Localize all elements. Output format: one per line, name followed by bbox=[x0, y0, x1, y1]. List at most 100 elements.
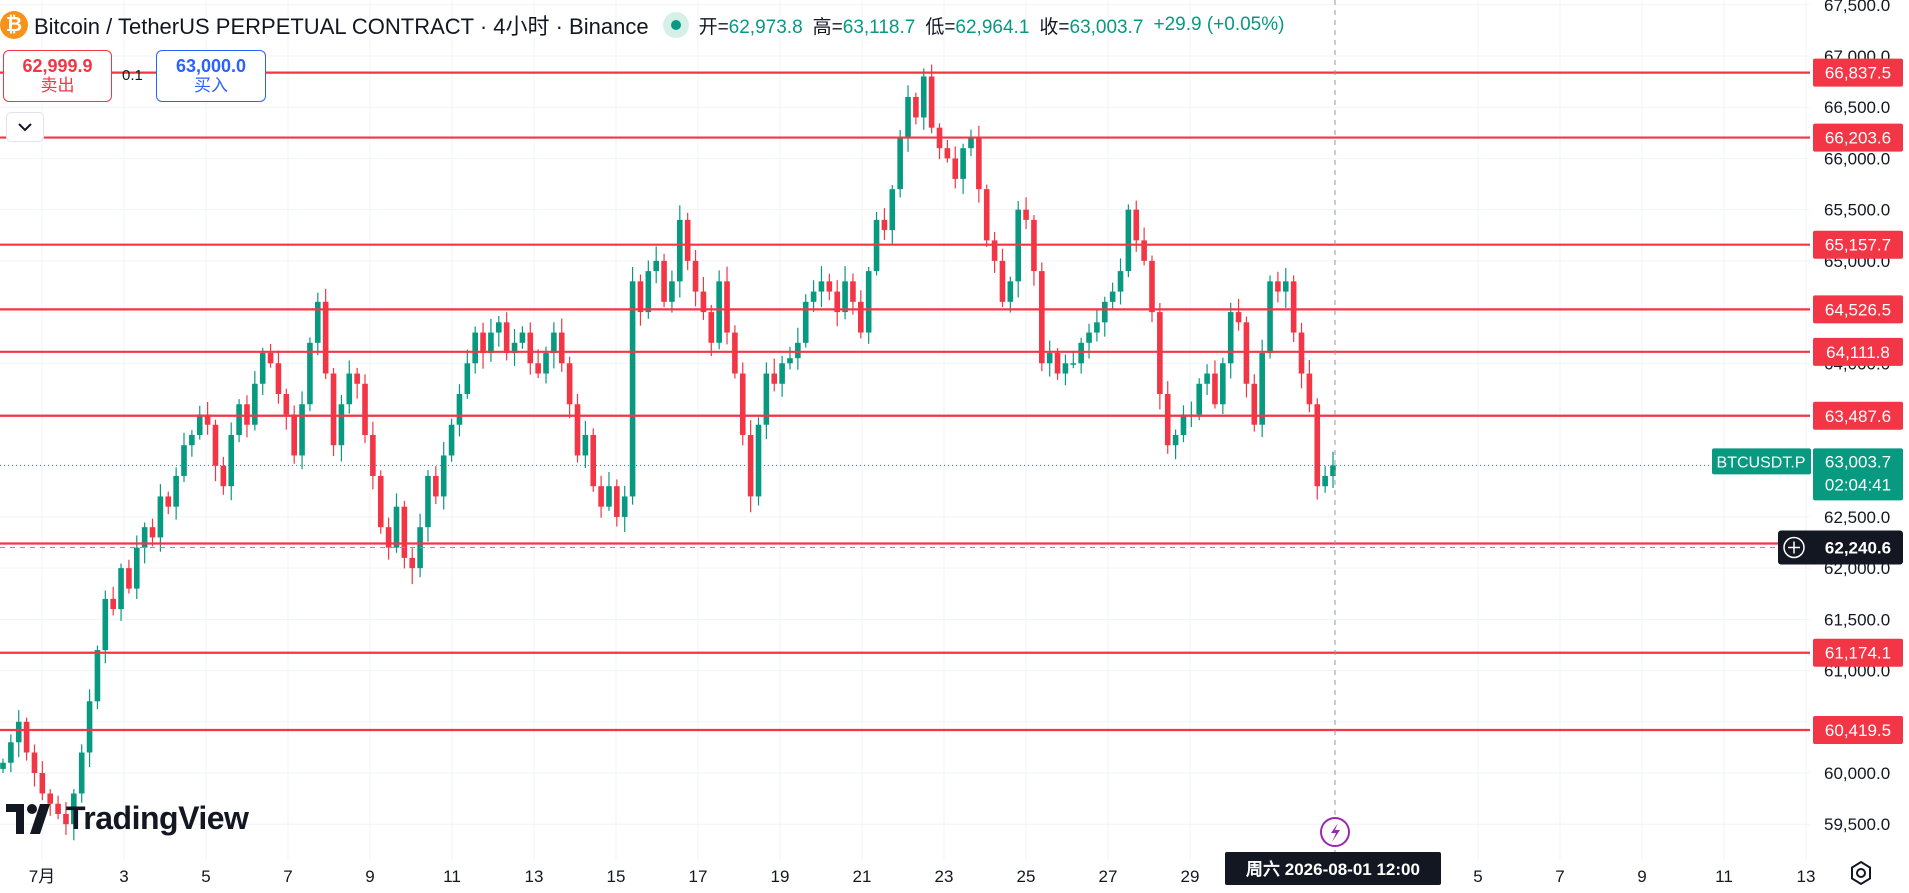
line-price-label: 66,837.5 bbox=[1825, 64, 1891, 83]
candle-body bbox=[1275, 281, 1281, 292]
candle-body bbox=[527, 332, 534, 364]
candle-body bbox=[71, 793, 77, 825]
candle-body bbox=[1322, 475, 1328, 487]
line-price-label-bg bbox=[1813, 295, 1903, 324]
candle-body bbox=[771, 373, 778, 384]
tradingview-logo[interactable]: TradingView bbox=[6, 800, 249, 837]
price-axis-tick: 66,500.0 bbox=[1824, 98, 1890, 117]
candle-body bbox=[968, 137, 974, 149]
candle-body bbox=[377, 475, 384, 528]
buy-label: 买入 bbox=[194, 76, 228, 95]
buy-price: 63,000.0 bbox=[175, 56, 247, 76]
price-axis-tick: 67,500.0 bbox=[1824, 0, 1890, 15]
candle-body bbox=[157, 496, 164, 538]
line-price-label-bg bbox=[1813, 337, 1903, 366]
candle-body bbox=[275, 363, 282, 395]
candle-body bbox=[228, 434, 235, 487]
symbol-legend[interactable]: ₿ Bitcoin / TetherUS PERPETUAL CONTRACT … bbox=[0, 10, 1284, 40]
time-axis-tick: 19 bbox=[771, 867, 790, 886]
line-price-label-bg bbox=[1813, 123, 1903, 152]
candle-body bbox=[480, 332, 486, 354]
candle-body bbox=[503, 322, 510, 354]
plus-icon bbox=[1788, 541, 1800, 554]
candle-body bbox=[1117, 271, 1124, 292]
candle-body bbox=[1133, 209, 1140, 241]
time-axis-tick: 7 bbox=[1555, 867, 1564, 886]
candle-body bbox=[401, 506, 408, 558]
candle-body bbox=[118, 568, 124, 610]
countdown-label: 02:04:41 bbox=[1825, 475, 1891, 494]
candle-body bbox=[920, 76, 927, 118]
line-price-label: 61,174.1 bbox=[1825, 644, 1891, 663]
candle-body bbox=[590, 434, 597, 487]
candle-body bbox=[488, 332, 494, 354]
candle-body bbox=[448, 424, 455, 456]
market-status-icon[interactable] bbox=[662, 12, 689, 38]
line-price-label-bg bbox=[1813, 58, 1903, 87]
candle-body bbox=[1086, 332, 1092, 343]
time-axis-tick: 7月 bbox=[29, 867, 55, 886]
candle-body bbox=[850, 281, 856, 302]
candle-body bbox=[551, 332, 557, 354]
candle-body bbox=[818, 281, 825, 292]
candle-body bbox=[0, 762, 6, 769]
settings-icon[interactable] bbox=[1846, 858, 1876, 888]
candle-body bbox=[637, 281, 644, 313]
candle-body bbox=[102, 598, 109, 651]
ohlc-close: 收=63,003.7 bbox=[1039, 16, 1144, 38]
candle-body bbox=[582, 434, 589, 456]
time-axis-tick: 11 bbox=[443, 867, 461, 886]
time-axis-tick: 5 bbox=[1473, 867, 1482, 886]
candle-body bbox=[999, 260, 1006, 302]
candle-body bbox=[598, 486, 604, 507]
time-axis-tick: 29 bbox=[1181, 867, 1200, 886]
candle-body bbox=[558, 332, 565, 364]
time-axis-tick: 13 bbox=[1797, 867, 1816, 886]
candle-body bbox=[141, 527, 148, 548]
candle-body bbox=[133, 547, 140, 589]
sell-button[interactable]: 62,999.9 卖出 bbox=[3, 50, 112, 102]
time-axis-tick: 7 bbox=[283, 867, 292, 886]
time-axis-background bbox=[0, 862, 1909, 893]
candle-body bbox=[495, 322, 502, 333]
price-axis-tick: 66,000.0 bbox=[1824, 149, 1890, 168]
buy-button[interactable]: 63,000.0 买入 bbox=[156, 50, 266, 102]
candle-body bbox=[259, 353, 266, 384]
time-axis-tick: 13 bbox=[525, 867, 544, 886]
tradingview-logo-icon bbox=[6, 803, 50, 834]
line-price-label: 64,111.8 bbox=[1826, 343, 1890, 362]
time-axis-tick: 15 bbox=[607, 867, 626, 886]
candle-body bbox=[1235, 312, 1242, 323]
symbol-title[interactable]: Bitcoin / TetherUS PERPETUAL CONTRACT · … bbox=[34, 14, 649, 39]
candle-body bbox=[881, 219, 888, 231]
candle-body bbox=[86, 701, 93, 753]
crosshair-price-label: 62,240.6 bbox=[1825, 538, 1891, 557]
candle-body bbox=[393, 506, 400, 548]
candle-body bbox=[1298, 332, 1305, 374]
crosshair-time-label-bg bbox=[1225, 852, 1441, 885]
candle-body bbox=[196, 414, 203, 435]
chevron-down-icon bbox=[18, 123, 32, 132]
candle-body bbox=[519, 332, 526, 343]
candle-body bbox=[181, 445, 187, 476]
candle-body bbox=[858, 301, 864, 333]
candle-body bbox=[330, 373, 337, 446]
line-price-label-bg bbox=[1813, 401, 1903, 430]
add-alert-icon[interactable] bbox=[1783, 536, 1805, 559]
candle-body bbox=[338, 404, 345, 446]
time-axis[interactable]: 7月 3 5 7 9 11 13 15 17 19 21 23 25 27 29 5 7 9 11 13 周六 2026… bbox=[0, 852, 1909, 893]
candle-body bbox=[991, 240, 998, 261]
candle-body bbox=[1180, 414, 1187, 435]
line-price-label: 64,526.5 bbox=[1825, 300, 1891, 319]
candle-body bbox=[661, 260, 667, 302]
time-axis-tick: 11 bbox=[1715, 867, 1733, 886]
candle-body bbox=[472, 332, 478, 364]
collapse-legend-button[interactable] bbox=[6, 112, 44, 142]
horizontal-lines bbox=[0, 71, 1810, 732]
lightning-icon bbox=[1331, 823, 1340, 842]
candle-body bbox=[267, 353, 274, 364]
candle-body bbox=[220, 465, 227, 487]
candle-body bbox=[897, 137, 903, 190]
candle-body bbox=[574, 404, 581, 456]
